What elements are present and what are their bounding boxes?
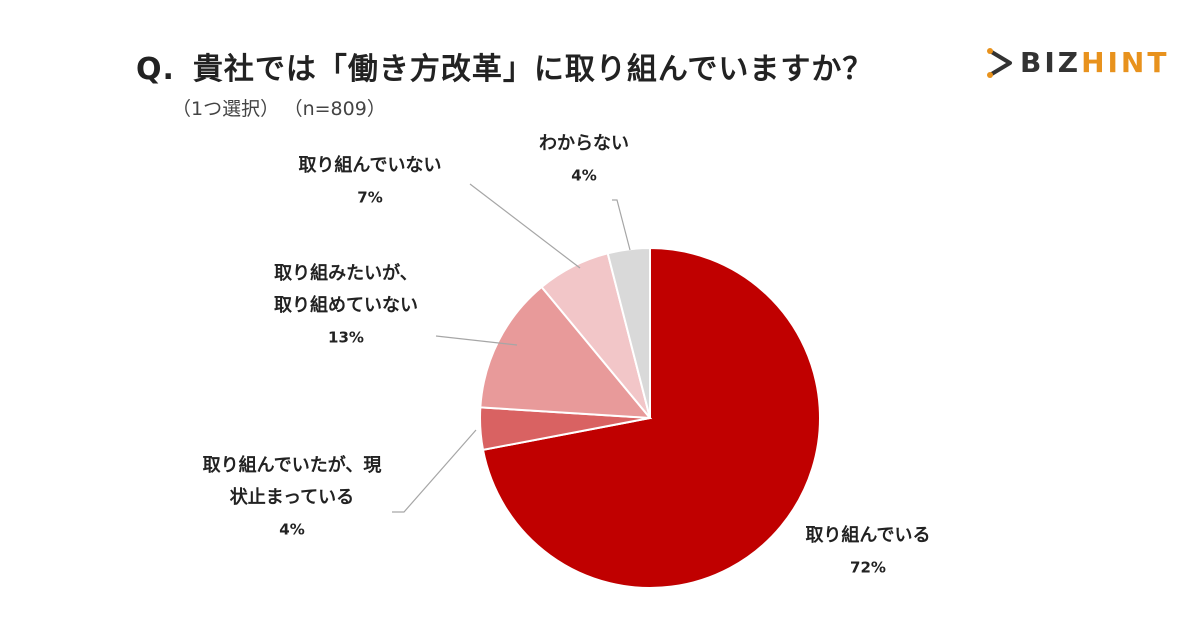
slice-category-label-2: 取り組めていない: [274, 294, 418, 316]
leader-line-3: [469, 183, 581, 269]
slice-value-label-1: 4%: [279, 521, 304, 539]
slice-value-label-4: 4%: [571, 167, 596, 185]
play-arrow-icon: [987, 47, 1012, 78]
slice-category-label-0: 取り組んでいる: [805, 524, 930, 546]
leader-line-4: [612, 199, 631, 251]
leader-line-2: [435, 335, 518, 346]
slice-value-label-0: 72%: [850, 559, 886, 577]
subtitle-sample-size: （n=809）: [293, 98, 386, 120]
bizhint-logo: BIZHINT: [986, 46, 1169, 79]
question-text: 貴社では「働き方改革」に取り組んでいますか？: [192, 52, 874, 87]
slice-label-4: わからない 4%: [539, 133, 629, 185]
slice-label-2: 取り組みたいが、取り組めていない 13%: [274, 262, 418, 347]
slice-value-label-2: 13%: [328, 329, 364, 347]
slice-category-label-3: 取り組んでいない: [298, 154, 441, 176]
subtitle: （1つ選択） （n=809）: [172, 94, 386, 121]
slice-category-label-2: 取り組みたいが、: [274, 262, 418, 284]
logo-text-main: BIZ: [1020, 46, 1082, 79]
slice-label-0: 取り組んでいる 72%: [805, 524, 930, 577]
slice-label-3: 取り組んでいない 7%: [298, 154, 441, 207]
leader-line-1: [392, 429, 477, 513]
pie-slice-2: [479, 285, 653, 420]
slice-category-label-4: わからない: [539, 133, 629, 154]
slice-value-label-3: 7%: [357, 189, 382, 207]
slice-category-label-1: 取り組んでいたが、現: [203, 454, 382, 476]
pie-slice-4: [606, 246, 651, 419]
pie-slice-0: [481, 246, 821, 589]
logo-text: BIZHINT: [1020, 46, 1169, 79]
logo-text-accent: HINT: [1081, 46, 1170, 79]
slice-category-label-1: 状止まっている: [230, 486, 354, 508]
question-prefix: Q.: [136, 52, 175, 87]
subtitle-choice: （1つ選択）: [172, 98, 280, 120]
question-title: Q. 貴社では「働き方改革」に取り組んでいますか？: [136, 44, 873, 88]
